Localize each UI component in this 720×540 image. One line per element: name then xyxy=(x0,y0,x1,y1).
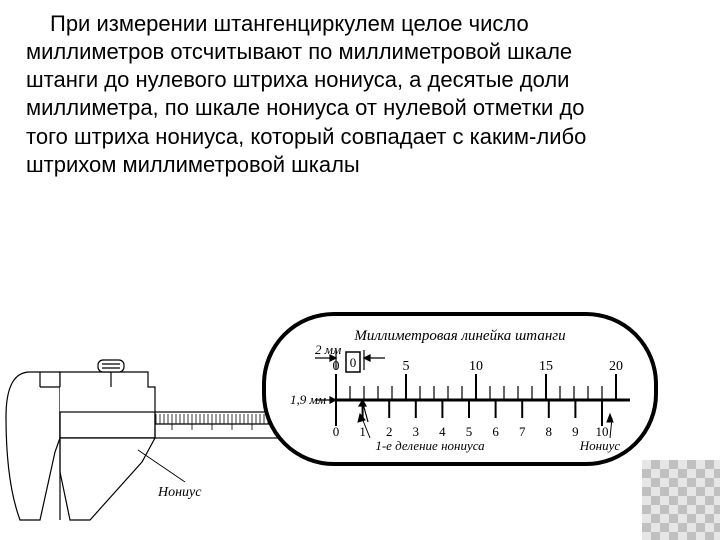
svg-text:9: 9 xyxy=(572,424,579,439)
svg-text:10: 10 xyxy=(596,424,609,439)
svg-text:10: 10 xyxy=(469,359,483,374)
svg-text:15: 15 xyxy=(539,359,553,374)
svg-text:6: 6 xyxy=(492,424,499,439)
caliper-nonius-label: Нониус xyxy=(157,485,202,500)
svg-text:0: 0 xyxy=(333,424,340,439)
caption-first-division: 1-е деление нониуса xyxy=(375,438,485,453)
caliper-illustration: Нониус xyxy=(0,332,280,532)
svg-text:20: 20 xyxy=(609,359,623,374)
vernier-zero-box: 0 xyxy=(350,355,357,370)
svg-text:5: 5 xyxy=(403,359,410,374)
diagram-area: Нониус Миллиметровая линейка штанги 0 5 10… xyxy=(0,240,720,540)
vernier-nonius-label: Нониус xyxy=(579,438,621,453)
svg-text:2: 2 xyxy=(386,424,393,439)
svg-text:4: 4 xyxy=(439,424,446,439)
svg-text:3: 3 xyxy=(413,424,420,439)
vernier-title: Миллиметровая линейка штанги xyxy=(353,328,565,344)
vernier-scale-diagram: Миллиметровая линейка штанги 0 5 10 15 20 0 1… xyxy=(260,310,660,470)
label-2mm: 2 мм xyxy=(315,342,341,357)
label-1-9mm: 1,9 мм xyxy=(290,392,326,407)
svg-text:7: 7 xyxy=(519,424,526,439)
body-paragraph: При измерении штангенциркулем целое числ… xyxy=(26,10,616,179)
svg-text:5: 5 xyxy=(466,424,473,439)
svg-text:8: 8 xyxy=(546,424,553,439)
